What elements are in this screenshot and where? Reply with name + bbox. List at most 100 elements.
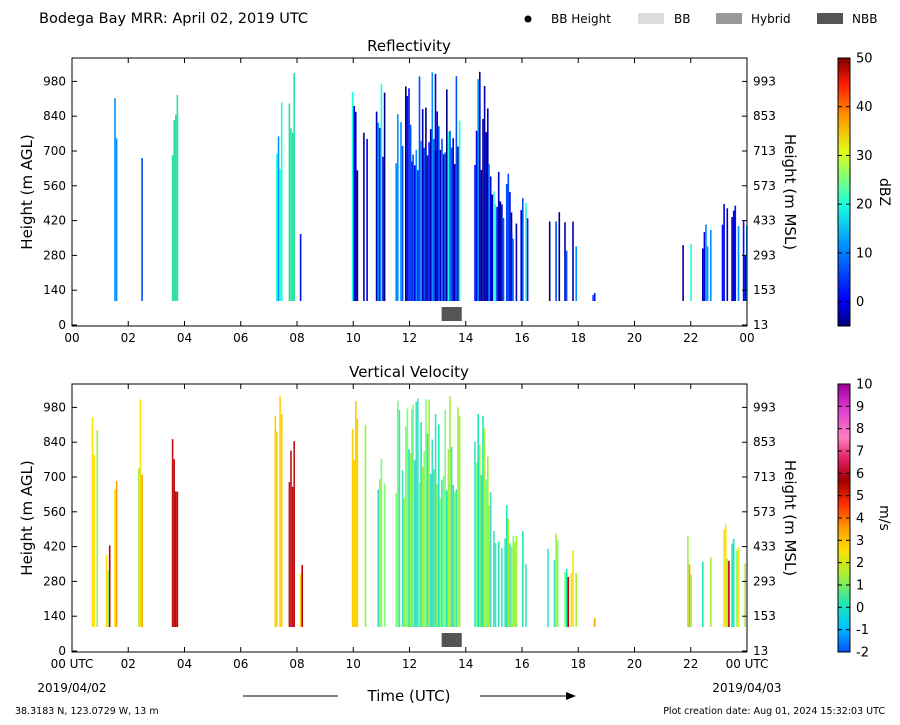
- echo-column: [395, 163, 397, 301]
- echo-column: [375, 111, 378, 301]
- x-tick-label: 12: [402, 331, 417, 345]
- velocity-data: [91, 396, 746, 627]
- x-tick-label: 20: [627, 331, 642, 345]
- echo-column: [497, 171, 500, 301]
- echo-column: [485, 132, 487, 301]
- y-tick-label-right: 573: [753, 179, 776, 193]
- x-tick-label: 02: [121, 331, 136, 345]
- echo-column: [426, 155, 429, 301]
- echo-column: [425, 399, 427, 627]
- echo-column: [108, 545, 111, 627]
- echo-column: [457, 407, 459, 627]
- echo-column: [710, 230, 712, 301]
- echo-column: [439, 149, 442, 301]
- echo-column: [724, 524, 727, 627]
- echo-column: [702, 561, 704, 627]
- colorbar-tick-label: 40: [856, 100, 873, 115]
- echo-column: [395, 493, 397, 627]
- echo-column: [279, 396, 281, 627]
- x-tick-label: 10: [346, 657, 361, 671]
- echo-column: [489, 492, 492, 627]
- echo-column: [274, 416, 277, 627]
- echo-column: [141, 474, 143, 627]
- echo-column: [406, 408, 409, 627]
- echo-column: [487, 108, 489, 302]
- echo-column: [288, 482, 291, 627]
- echo-column: [512, 238, 514, 301]
- echo-column: [555, 533, 557, 627]
- echo-column: [575, 246, 577, 301]
- echo-column: [114, 98, 116, 301]
- echo-column: [690, 574, 692, 627]
- echo-column: [431, 439, 434, 627]
- echo-column: [477, 79, 479, 301]
- echo-column: [731, 217, 733, 301]
- echo-column: [431, 72, 434, 302]
- echo-column: [175, 114, 177, 301]
- echo-column: [736, 550, 738, 627]
- echo-column: [411, 161, 413, 301]
- echo-column: [593, 293, 596, 301]
- x-tick-label: 04: [177, 331, 192, 345]
- x-tick-label: 00 UTC: [51, 657, 94, 671]
- echo-column: [423, 147, 426, 301]
- echo-column: [290, 128, 292, 301]
- start-date-label: 2019/04/02: [37, 681, 106, 695]
- echo-column: [429, 129, 432, 301]
- echo-column: [564, 571, 566, 627]
- echo-column: [426, 433, 429, 627]
- x-tick-label: 10: [346, 331, 361, 345]
- y-tick-label-right: 433: [753, 540, 776, 554]
- y-tick-label-right: 13: [753, 644, 768, 658]
- echo-column: [417, 398, 419, 627]
- y-tick-label-right: 853: [753, 435, 776, 449]
- echo-column: [115, 481, 118, 627]
- echo-column: [293, 441, 295, 627]
- y-tick-label-right: 153: [753, 283, 776, 297]
- echo-column: [364, 424, 367, 627]
- colorbar-tick-label: 3: [856, 534, 864, 549]
- colorbar-tick-label: 30: [856, 149, 873, 164]
- echo-column: [482, 119, 484, 301]
- x-tick-label: 16: [514, 331, 529, 345]
- reflectivity-nbb-markers: [441, 307, 462, 321]
- echo-column: [380, 458, 383, 627]
- echo-column: [702, 248, 704, 301]
- echo-column: [483, 86, 486, 301]
- echo-column: [742, 221, 745, 301]
- echo-column: [482, 415, 484, 627]
- echo-column: [514, 541, 516, 627]
- y-tick-label-right: 993: [753, 400, 776, 414]
- plot-creation-date: Plot creation date: Aug 01, 2024 15:32:0…: [663, 706, 885, 717]
- echo-column: [351, 91, 354, 301]
- echo-column: [494, 543, 497, 627]
- x-tick-label: 04: [177, 657, 192, 671]
- colorbar-tick-label: 5: [856, 489, 864, 504]
- y-tick-label-right: 573: [753, 505, 776, 519]
- legend-label-bb: BB: [674, 12, 690, 26]
- echo-column: [379, 479, 381, 627]
- echo-column: [355, 111, 357, 301]
- reflectivity-ylabel: Height (m AGL): [18, 134, 36, 249]
- colorbar-tick-label: 0: [856, 601, 864, 616]
- echo-column: [505, 505, 508, 627]
- echo-column: [288, 103, 291, 301]
- y-tick-label-right: 293: [753, 574, 776, 588]
- echo-column: [405, 86, 407, 302]
- echo-column: [458, 120, 461, 301]
- echo-column: [575, 572, 577, 627]
- colorbar-tick-label: -2: [856, 646, 869, 661]
- echo-column: [510, 546, 513, 627]
- y-tick-label-right: 853: [753, 109, 776, 123]
- echo-column: [409, 124, 412, 301]
- echo-column: [570, 573, 573, 627]
- colorbar-tick-label: 4: [856, 512, 864, 527]
- reflectivity-ylabel-right: Height (m MSL): [781, 134, 799, 250]
- echo-column: [455, 76, 458, 301]
- echo-column: [293, 72, 295, 302]
- echo-column: [480, 169, 483, 301]
- x-tick-label: 18: [571, 657, 586, 671]
- y-tick-label: 560: [43, 505, 66, 519]
- reflectivity-colorbar: [837, 57, 851, 327]
- y-tick-label-right: 713: [753, 470, 776, 484]
